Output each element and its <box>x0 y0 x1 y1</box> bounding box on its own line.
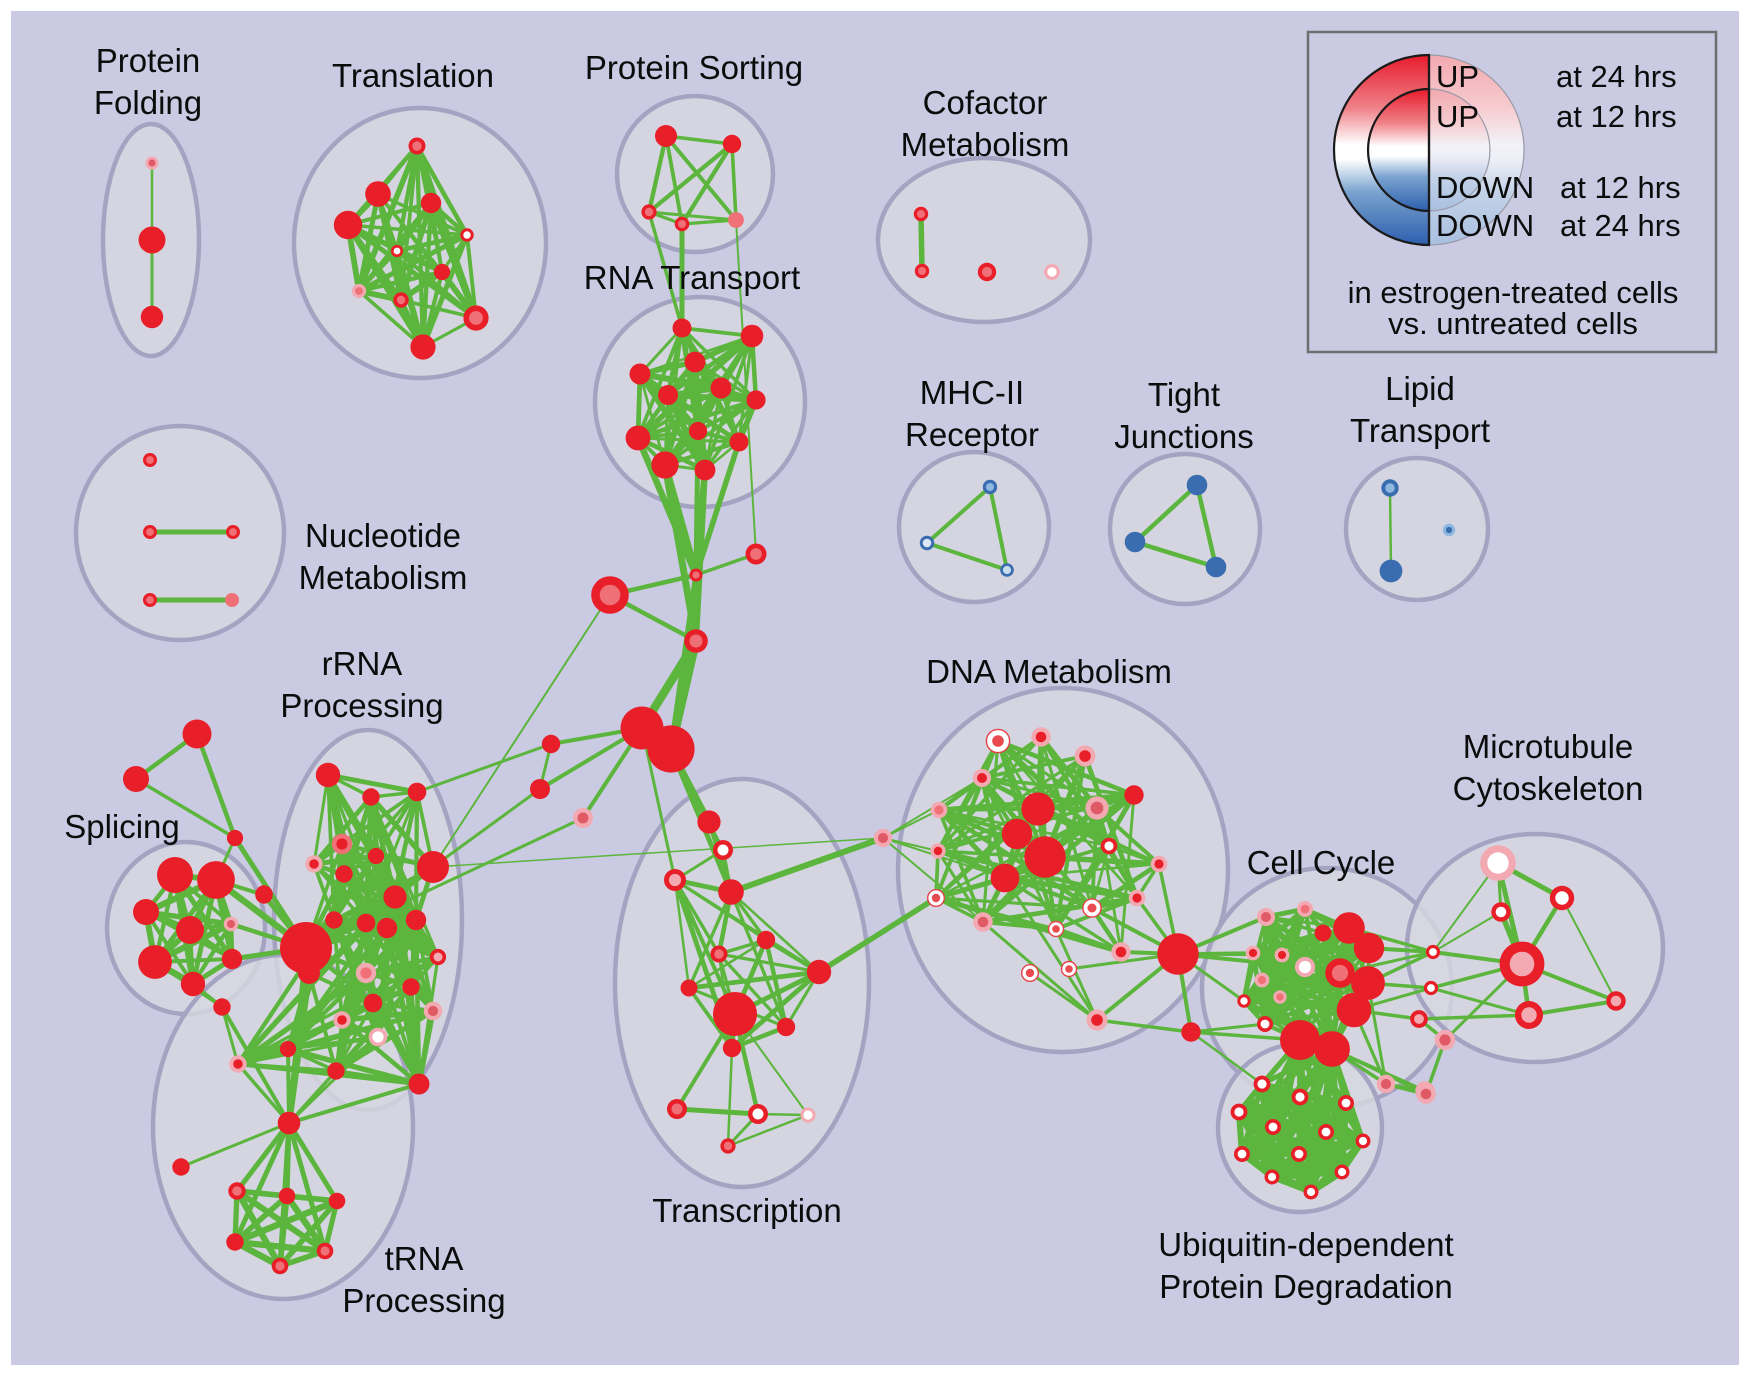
svg-text:Tight: Tight <box>1148 376 1220 413</box>
svg-text:vs. untreated cells: vs. untreated cells <box>1388 306 1638 341</box>
svg-text:Translation: Translation <box>332 57 494 94</box>
svg-text:tRNA: tRNA <box>385 1240 464 1277</box>
svg-text:Nucleotide: Nucleotide <box>305 517 461 554</box>
svg-text:Processing: Processing <box>280 687 443 724</box>
svg-text:DNA Metabolism: DNA Metabolism <box>926 653 1172 690</box>
svg-text:at 12 hrs: at 12 hrs <box>1560 170 1681 205</box>
svg-text:MHC-II: MHC-II <box>920 374 1024 411</box>
svg-text:Metabolism: Metabolism <box>901 126 1070 163</box>
svg-text:Ubiquitin-dependent: Ubiquitin-dependent <box>1158 1226 1453 1263</box>
svg-text:DOWN: DOWN <box>1436 208 1534 243</box>
svg-text:Folding: Folding <box>94 84 202 121</box>
svg-text:Lipid: Lipid <box>1385 370 1455 407</box>
svg-text:DOWN: DOWN <box>1436 170 1534 205</box>
svg-text:Cofactor: Cofactor <box>923 84 1048 121</box>
svg-text:RNA Transport: RNA Transport <box>584 259 800 296</box>
svg-text:Receptor: Receptor <box>905 416 1039 453</box>
svg-text:at 24 hrs: at 24 hrs <box>1560 208 1681 243</box>
svg-text:Protein Degradation: Protein Degradation <box>1159 1268 1453 1305</box>
svg-text:rRNA: rRNA <box>322 645 403 682</box>
svg-text:Protein Sorting: Protein Sorting <box>585 49 803 86</box>
svg-text:at 24 hrs: at 24 hrs <box>1556 59 1677 94</box>
svg-text:Microtubule: Microtubule <box>1463 728 1634 765</box>
svg-text:at 12 hrs: at 12 hrs <box>1556 99 1677 134</box>
svg-text:Metabolism: Metabolism <box>299 559 468 596</box>
svg-text:Splicing: Splicing <box>64 808 180 845</box>
svg-text:in estrogen-treated cells: in estrogen-treated cells <box>1348 275 1679 310</box>
svg-text:UP: UP <box>1436 59 1479 94</box>
svg-text:Junctions: Junctions <box>1114 418 1253 455</box>
svg-text:Transcription: Transcription <box>652 1192 842 1229</box>
svg-text:Cell Cycle: Cell Cycle <box>1247 844 1396 881</box>
svg-text:Transport: Transport <box>1350 412 1490 449</box>
svg-text:Cytoskeleton: Cytoskeleton <box>1453 770 1644 807</box>
svg-text:UP: UP <box>1436 99 1479 134</box>
svg-text:Processing: Processing <box>342 1282 505 1319</box>
svg-text:Protein: Protein <box>96 42 201 79</box>
